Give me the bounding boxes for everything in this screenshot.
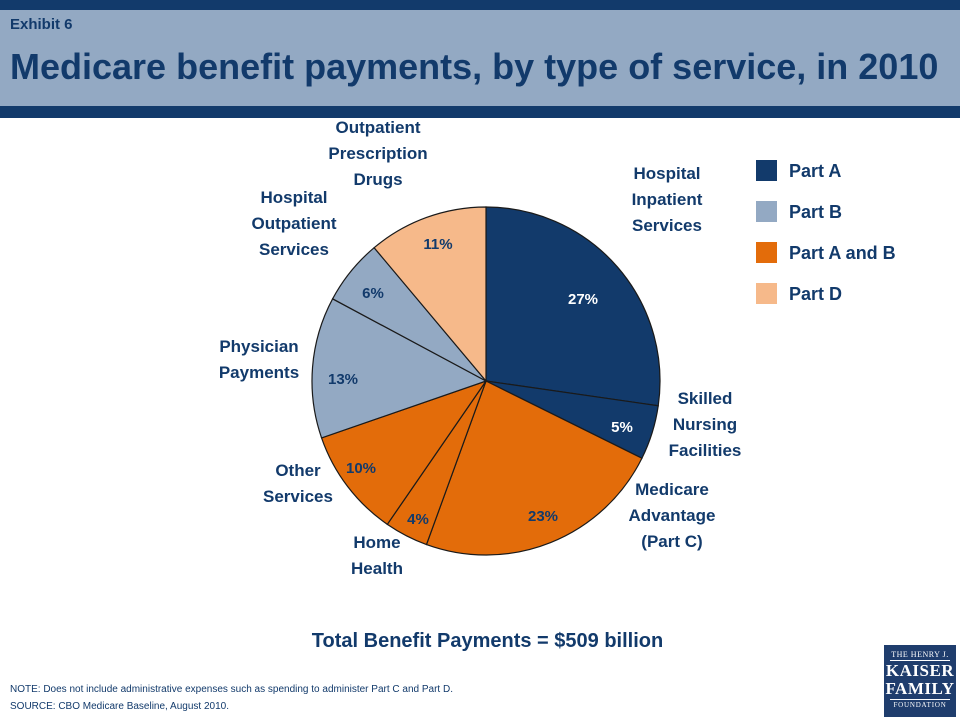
pie-slice [320, 379, 488, 526]
slice-category-label: Home Health [351, 533, 403, 578]
note-text: NOTE: Does not include administrative ex… [10, 684, 453, 695]
slice-value-label: 4% [407, 511, 429, 528]
legend-label: Part D [789, 284, 843, 304]
page-title: Medicare benefit payments, by type of se… [10, 46, 939, 87]
slice-value-label: 5% [611, 419, 633, 436]
legend-swatch [756, 283, 777, 304]
slice-value-label: 10% [346, 460, 376, 477]
slice-category-label: Hospital Inpatient Services [632, 164, 703, 235]
slice-category-label: Hospital Outpatient Services [252, 188, 337, 259]
slice-category-label: Outpatient Prescription Drugs [328, 118, 427, 189]
slice-category-label: Other Services [263, 461, 333, 506]
slice-category-label: Skilled Nursing Facilities [669, 389, 742, 460]
source-text: SOURCE: CBO Medicare Baseline, August 20… [10, 701, 229, 712]
logo-line-4: FOUNDATION [893, 701, 947, 709]
pie-slice [373, 206, 487, 383]
legend-swatch [756, 201, 777, 222]
pie-slice [425, 380, 643, 556]
logo-rule [890, 699, 950, 700]
pie-chart: 27% Hospital Inpatient Services 5% Skilled Nur… [219, 118, 742, 578]
slice-value-label: 6% [362, 285, 384, 302]
legend-label: Part A [789, 161, 842, 181]
exhibit-label: Exhibit 6 [10, 16, 73, 33]
slice-value-label: 13% [328, 371, 358, 388]
slice-value-label: 23% [528, 508, 558, 525]
legend-swatch [756, 160, 777, 181]
slice-value-label: 11% [423, 236, 452, 253]
logo-line-1: THE HENRY J. [891, 650, 949, 659]
legend-swatch [756, 242, 777, 263]
total-payments-label: Total Benefit Payments = $509 billion [311, 630, 664, 652]
pie-slice [311, 298, 488, 439]
slice-category-label: Physician Payments [219, 337, 299, 382]
header-bottom-bar [0, 106, 960, 118]
logo-line-2: KAISER [885, 661, 955, 680]
logo-line-3: FAMILY [885, 679, 955, 698]
kaiser-family-foundation-logo: THE HENRY J. KAISER FAMILY FOUNDATION [884, 645, 956, 717]
legend-label: Part B [789, 202, 843, 222]
pie-slice [485, 206, 661, 407]
header-band [0, 10, 960, 106]
slice-category-label: Medicare Advantage (Part C) [629, 480, 716, 551]
slice-value-label: 27% [568, 291, 598, 308]
header-top-bar [0, 0, 960, 10]
logo-rule [890, 660, 950, 661]
legend-label: Part A and B [789, 243, 896, 263]
